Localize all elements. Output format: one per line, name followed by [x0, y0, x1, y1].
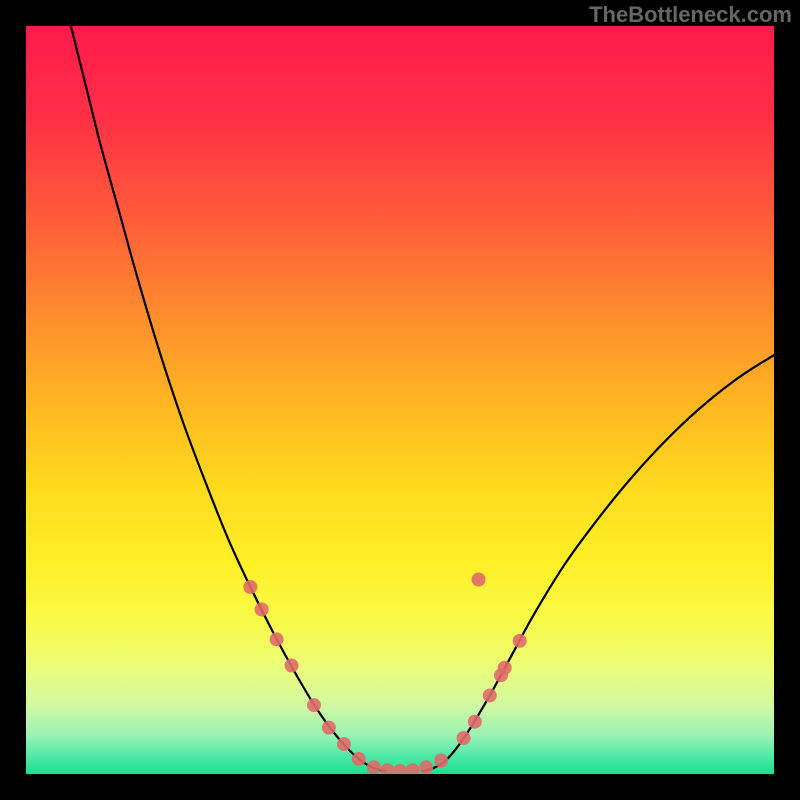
- data-marker: [307, 698, 321, 712]
- curve-right: [422, 355, 774, 771]
- data-marker: [419, 760, 433, 774]
- curve-left: [71, 26, 385, 771]
- chart-svg: [26, 26, 774, 774]
- data-marker: [322, 721, 336, 735]
- data-marker: [270, 632, 284, 646]
- data-marker: [367, 760, 381, 774]
- data-marker: [243, 580, 257, 594]
- data-marker: [513, 634, 527, 648]
- data-marker: [406, 763, 420, 774]
- data-marker: [498, 661, 512, 675]
- data-marker: [434, 754, 448, 768]
- data-marker: [393, 764, 407, 774]
- data-marker: [380, 763, 394, 774]
- data-marker: [457, 731, 471, 745]
- data-marker: [468, 715, 482, 729]
- data-marker: [285, 659, 299, 673]
- marker-group: [243, 573, 526, 774]
- watermark-label: TheBottleneck.com: [589, 2, 792, 28]
- data-marker: [483, 688, 497, 702]
- data-marker: [472, 573, 486, 587]
- data-marker: [352, 752, 366, 766]
- chart-stage: TheBottleneck.com: [0, 0, 800, 800]
- plot-area: [26, 26, 774, 774]
- data-marker: [337, 737, 351, 751]
- data-marker: [255, 602, 269, 616]
